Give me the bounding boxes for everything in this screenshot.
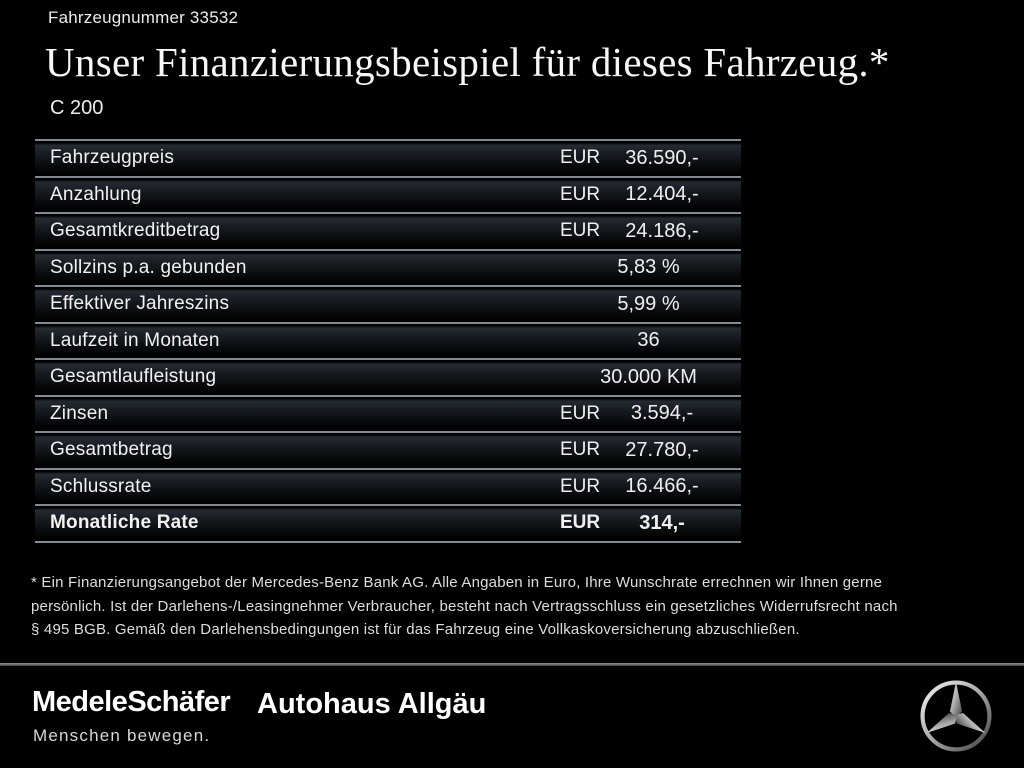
row-label: Monatliche Rate	[50, 512, 199, 534]
row-value: 30.000 KM	[600, 365, 697, 388]
table-row: Sollzins p.a. gebunden 5,83 %	[35, 248, 741, 285]
table-row: Laufzeit in Monaten 36	[35, 321, 741, 358]
vehicle-model: C 200	[50, 97, 104, 119]
row-value-cell: 36	[560, 329, 741, 352]
row-value: 27.780,-	[625, 438, 699, 461]
row-value-cell: 5,99 %	[560, 293, 741, 316]
table-row: Gesamtkreditbetrag EUR 24.186,-	[35, 212, 741, 249]
row-value-cell: EUR 24.186,-	[560, 220, 741, 243]
table-row: Schlussrate EUR 16.466,-	[35, 467, 741, 504]
row-value-cell: EUR 12.404,-	[560, 183, 741, 206]
table-row: Gesamtbetrag EUR 27.780,-	[35, 431, 741, 468]
row-currency: EUR	[560, 402, 601, 424]
mercedes-star-icon	[920, 680, 992, 752]
row-currency: EUR	[560, 220, 601, 242]
footer-divider	[0, 663, 1024, 666]
row-label: Sollzins p.a. gebunden	[50, 256, 247, 278]
vehicle-number: Fahrzeugnummer 33532	[48, 8, 239, 27]
row-label: Gesamtlaufleistung	[50, 366, 217, 388]
row-value-cell: EUR 314,-	[560, 512, 741, 535]
dealer-tagline: Menschen bewegen.	[33, 726, 211, 745]
row-value-cell: EUR 36.590,-	[560, 147, 741, 170]
table-row: Anzahlung EUR 12.404,-	[35, 175, 741, 212]
row-value-cell: 5,83 %	[560, 256, 741, 279]
dealer-logo: MedeleSchäfer	[32, 686, 231, 718]
row-currency: EUR	[560, 439, 601, 461]
row-value: 314,-	[639, 511, 685, 534]
footnote-line: persönlich. Ist der Darlehens-/Leasingne…	[31, 597, 898, 615]
row-value: 24.186,-	[625, 219, 699, 242]
financing-table: Fahrzeugpreis EUR 36.590,- Anzahlung EUR…	[35, 139, 741, 543]
row-label: Laufzeit in Monaten	[50, 329, 220, 351]
row-label: Gesamtkreditbetrag	[50, 220, 221, 242]
row-currency: EUR	[560, 147, 601, 169]
branch-logo: Autohaus Allgäu	[257, 688, 487, 720]
row-label: Effektiver Jahreszins	[50, 293, 230, 315]
row-value-cell: EUR 16.466,-	[560, 475, 741, 498]
row-value-cell: EUR 3.594,-	[560, 402, 741, 425]
row-value-cell: EUR 27.780,-	[560, 439, 741, 462]
row-value: 16.466,-	[625, 475, 699, 498]
footnote-line: * Ein Finanzierungsangebot der Mercedes-…	[31, 574, 883, 591]
table-row: Monatliche Rate EUR 314,-	[35, 504, 741, 541]
table-row: Zinsen EUR 3.594,-	[35, 394, 741, 431]
row-value: 36.590,-	[625, 146, 699, 169]
row-value: 3.594,-	[630, 402, 694, 425]
row-label: Gesamtbetrag	[50, 439, 173, 461]
footnote: * Ein Finanzierungsangebot der Mercedes-…	[31, 571, 981, 642]
table-row: Gesamtlaufleistung 30.000 KM	[35, 358, 741, 395]
row-label: Zinsen	[50, 402, 109, 424]
row-label: Schlussrate	[50, 475, 152, 497]
row-value: 5,99 %	[617, 292, 680, 315]
row-currency: EUR	[560, 512, 601, 534]
row-label: Anzahlung	[50, 183, 142, 205]
row-value-cell: 30.000 KM	[560, 366, 741, 389]
page-title: Unser Finanzierungsbeispiel für dieses F…	[45, 39, 890, 85]
row-value: 12.404,-	[625, 183, 699, 206]
footnote-line: § 495 BGB. Gemäß den Darlehensbedingunge…	[31, 621, 800, 638]
row-value: 36	[637, 329, 660, 352]
row-value: 5,83 %	[617, 256, 680, 279]
table-row: Effektiver Jahreszins 5,99 %	[35, 285, 741, 322]
row-currency: EUR	[560, 475, 601, 497]
row-currency: EUR	[560, 183, 601, 205]
row-label: Fahrzeugpreis	[50, 147, 175, 169]
table-row: Fahrzeugpreis EUR 36.590,-	[35, 139, 741, 176]
